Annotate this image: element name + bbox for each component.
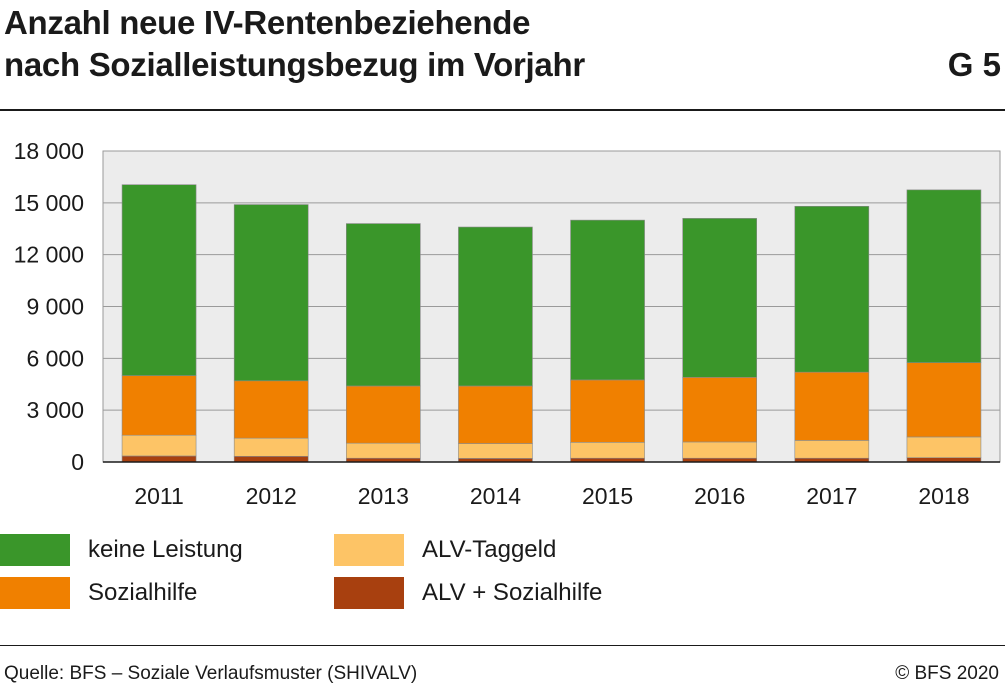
x-tick-label: 2013 [358, 483, 409, 509]
bar-sozialhilfe-2011 [121, 375, 197, 436]
y-tick-label: 6 000 [26, 345, 84, 371]
x-tick-label: 2012 [246, 483, 297, 509]
title-line-1: Anzahl neue IV-Rentenbeziehende [4, 4, 531, 41]
chart-title: Anzahl neue IV-Rentenbeziehende nach Soz… [4, 2, 585, 86]
legend-label-keine-leistung: keine Leistung [88, 536, 243, 563]
source-note: Quelle: BFS – Soziale Verlaufsmuster (SH… [4, 663, 418, 684]
legend-label-sozialhilfe: Sozialhilfe [88, 579, 198, 606]
x-tick-label: 2015 [582, 483, 633, 509]
legend-label-alv-taggeld: ALV-Taggeld [422, 536, 557, 563]
legend-swatch-alv-sozialhilfe [334, 577, 404, 609]
legend-item-alv-sozialhilfe: ALV + Sozialhilfe [334, 576, 602, 610]
y-tick-label: 12 000 [14, 242, 84, 268]
bar-sozialhilfe-2018 [906, 362, 982, 438]
bar-sozialhilfe-2014 [458, 385, 533, 444]
legend-item-alv-taggeld: ALV-Taggeld [334, 533, 556, 567]
bar-alv-taggeld-2013 [346, 442, 421, 459]
bar-alv-taggeld-2016 [682, 441, 757, 459]
bar-keine-leistung-2017 [794, 205, 870, 373]
stacked-bar-chart: 0 3 000 6 000 9 000 12 000 15 000 18 000 2011 20… [14, 138, 1001, 509]
legend-item-keine-leistung: keine Leistung [0, 533, 243, 567]
x-tick-label: 2018 [918, 483, 969, 509]
bottom-rule [0, 645, 1005, 646]
copyright: © BFS 2020 [895, 663, 999, 684]
legend-swatch-sozialhilfe [0, 577, 70, 609]
y-tick-label: 18 000 [14, 138, 84, 164]
bar-keine-leistung-2011 [121, 184, 197, 376]
bar-keine-leistung-2013 [346, 223, 421, 387]
bar-sozialhilfe-2012 [233, 380, 309, 439]
bar-alv-taggeld-2014 [458, 443, 533, 459]
legend-label-alv-sozialhilfe: ALV + Sozialhilfe [422, 579, 603, 606]
bar-alv-sozialhilfe-2011 [121, 455, 197, 463]
bar-alv-taggeld-2012 [233, 437, 309, 457]
bar-keine-leistung-2015 [570, 219, 645, 381]
y-tick-label: 0 [71, 449, 84, 475]
legend-swatch-keine-leistung [0, 534, 70, 566]
bar-keine-leistung-2016 [682, 218, 757, 378]
y-tick-label: 3 000 [26, 397, 84, 423]
bar-keine-leistung-2014 [458, 226, 533, 387]
y-tick-label: 9 000 [26, 294, 84, 320]
bar-alv-taggeld-2011 [121, 434, 197, 457]
bar-alv-sozialhilfe-2012 [233, 455, 309, 463]
x-tick-label: 2011 [134, 483, 183, 509]
chart-code: G 5 [947, 46, 1001, 83]
bar-sozialhilfe-2016 [682, 377, 757, 443]
x-tick-label: 2016 [694, 483, 745, 509]
bar-sozialhilfe-2017 [794, 371, 870, 441]
title-line-2: nach Sozialleistungsbezug im Vorjahr [4, 46, 585, 83]
bar-alv-taggeld-2017 [794, 440, 870, 459]
bar-sozialhilfe-2013 [346, 385, 421, 444]
legend-swatch-alv-taggeld [334, 534, 404, 566]
bar-sozialhilfe-2015 [570, 379, 645, 443]
bar-keine-leistung-2018 [906, 189, 982, 363]
x-tick-label: 2017 [806, 483, 857, 509]
y-tick-label: 15 000 [14, 190, 84, 216]
legend-item-sozialhilfe: Sozialhilfe [0, 576, 197, 610]
bar-keine-leistung-2012 [233, 204, 309, 382]
x-tick-label: 2014 [470, 483, 521, 509]
bar-alv-taggeld-2018 [906, 436, 982, 458]
bar-alv-taggeld-2015 [570, 442, 645, 459]
top-rule [0, 109, 1005, 111]
